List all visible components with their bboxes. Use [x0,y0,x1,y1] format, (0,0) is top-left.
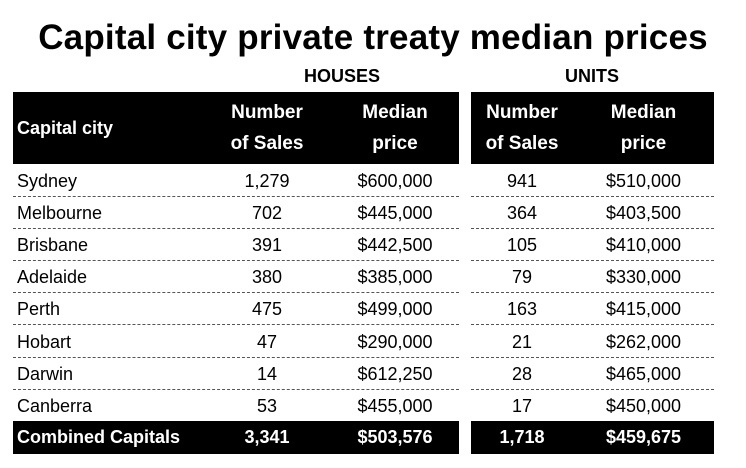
total-row-units: 1,718 $459,675 [471,421,714,454]
header-houses-price-line2: price [372,133,418,154]
table-row: Hobart 47 $290,000 [13,326,459,358]
row-houses-sales: 14 [256,364,278,384]
total-houses-sales: 3,341 [244,427,290,447]
table-row: 364 $403,500 [471,197,714,229]
table-row: 941 $510,000 [471,165,714,197]
total-row-houses: Combined Capitals 3,341 $503,576 [13,421,459,454]
total-units-sales: 1,718 [499,427,545,447]
row-units-price: $262,000 [605,332,682,352]
row-city: Sydney [17,171,78,191]
header-capital-city: Capital city [17,117,114,138]
units-group-label: UNITS [565,66,619,86]
row-units-sales: 364 [506,203,538,223]
header-houses-price: Median price [331,92,459,164]
header-units-sales: Number of Sales [471,92,573,164]
row-units-price: $403,500 [605,203,682,223]
total-houses-price: $503,576 [357,427,433,447]
header-units-sales-line2: of Sales [485,133,559,154]
table-row: 17 $450,000 [471,390,714,422]
row-units-sales: 79 [511,267,533,287]
header-units-price-line2: price [620,133,667,154]
row-city: Brisbane [17,235,89,255]
row-houses-price: $445,000 [357,203,433,223]
row-houses-sales: 380 [251,267,283,287]
header-houses-price-line1: Median [362,102,428,123]
header-houses-sales: Number of Sales [203,92,331,164]
row-units-sales: 163 [506,299,538,319]
row-units-price: $510,000 [605,171,682,191]
row-units-sales: 17 [511,396,533,416]
table-row: Brisbane 391 $442,500 [13,229,459,261]
row-houses-sales: 47 [256,332,278,352]
row-city: Perth [17,299,61,319]
row-units-sales: 21 [511,332,533,352]
row-units-price: $450,000 [605,396,682,416]
row-city: Adelaide [17,267,88,287]
table-row: Melbourne 702 $445,000 [13,197,459,229]
row-houses-sales: 702 [251,203,283,223]
row-houses-price: $385,000 [357,267,433,287]
row-units-price: $465,000 [605,364,682,384]
table-row: 28 $465,000 [471,358,714,390]
total-city: Combined Capitals [17,427,181,447]
row-units-sales: 941 [506,171,538,191]
table-row: 105 $410,000 [471,229,714,261]
row-houses-sales: 391 [251,235,283,255]
row-houses-price: $499,000 [357,299,433,319]
houses-group-label: HOUSES [303,66,381,86]
header-units-price-line1: Median [610,102,677,123]
total-units-price: $459,675 [605,427,682,447]
row-city: Darwin [17,364,74,384]
row-houses-price: $290,000 [357,332,433,352]
table-row: Darwin 14 $612,250 [13,358,459,390]
header-houses-sales-line1: Number [231,102,303,123]
page-title: Capital city private treaty median price… [38,18,708,57]
table-row: Canberra 53 $455,000 [13,390,459,422]
row-houses-price: $455,000 [357,396,433,416]
table-row: Sydney 1,279 $600,000 [13,165,459,197]
row-houses-price: $600,000 [357,171,433,191]
table-row: 21 $262,000 [471,326,714,358]
row-city: Hobart [17,332,72,352]
row-houses-price: $442,500 [357,235,433,255]
table-header-units: Number of Sales Median price [471,92,714,164]
row-city: Melbourne [17,203,103,223]
row-units-sales: 105 [506,235,538,255]
row-houses-sales: 475 [251,299,283,319]
header-units-price: Median price [573,92,714,164]
header-houses-sales-line2: of Sales [230,133,304,154]
row-units-price: $330,000 [605,267,682,287]
row-houses-price: $612,250 [357,364,433,384]
table-row: 163 $415,000 [471,293,714,325]
table-header-houses: Capital city Number of Sales Median price [13,92,459,164]
row-city: Canberra [17,396,93,416]
table-row: 79 $330,000 [471,261,714,293]
row-units-price: $410,000 [605,235,682,255]
row-units-price: $415,000 [605,299,682,319]
table-row: Perth 475 $499,000 [13,293,459,325]
header-units-sales-line1: Number [486,102,558,123]
table-row: Adelaide 380 $385,000 [13,261,459,293]
row-houses-sales: 1,279 [244,171,290,191]
row-houses-sales: 53 [256,396,278,416]
row-units-sales: 28 [511,364,533,384]
